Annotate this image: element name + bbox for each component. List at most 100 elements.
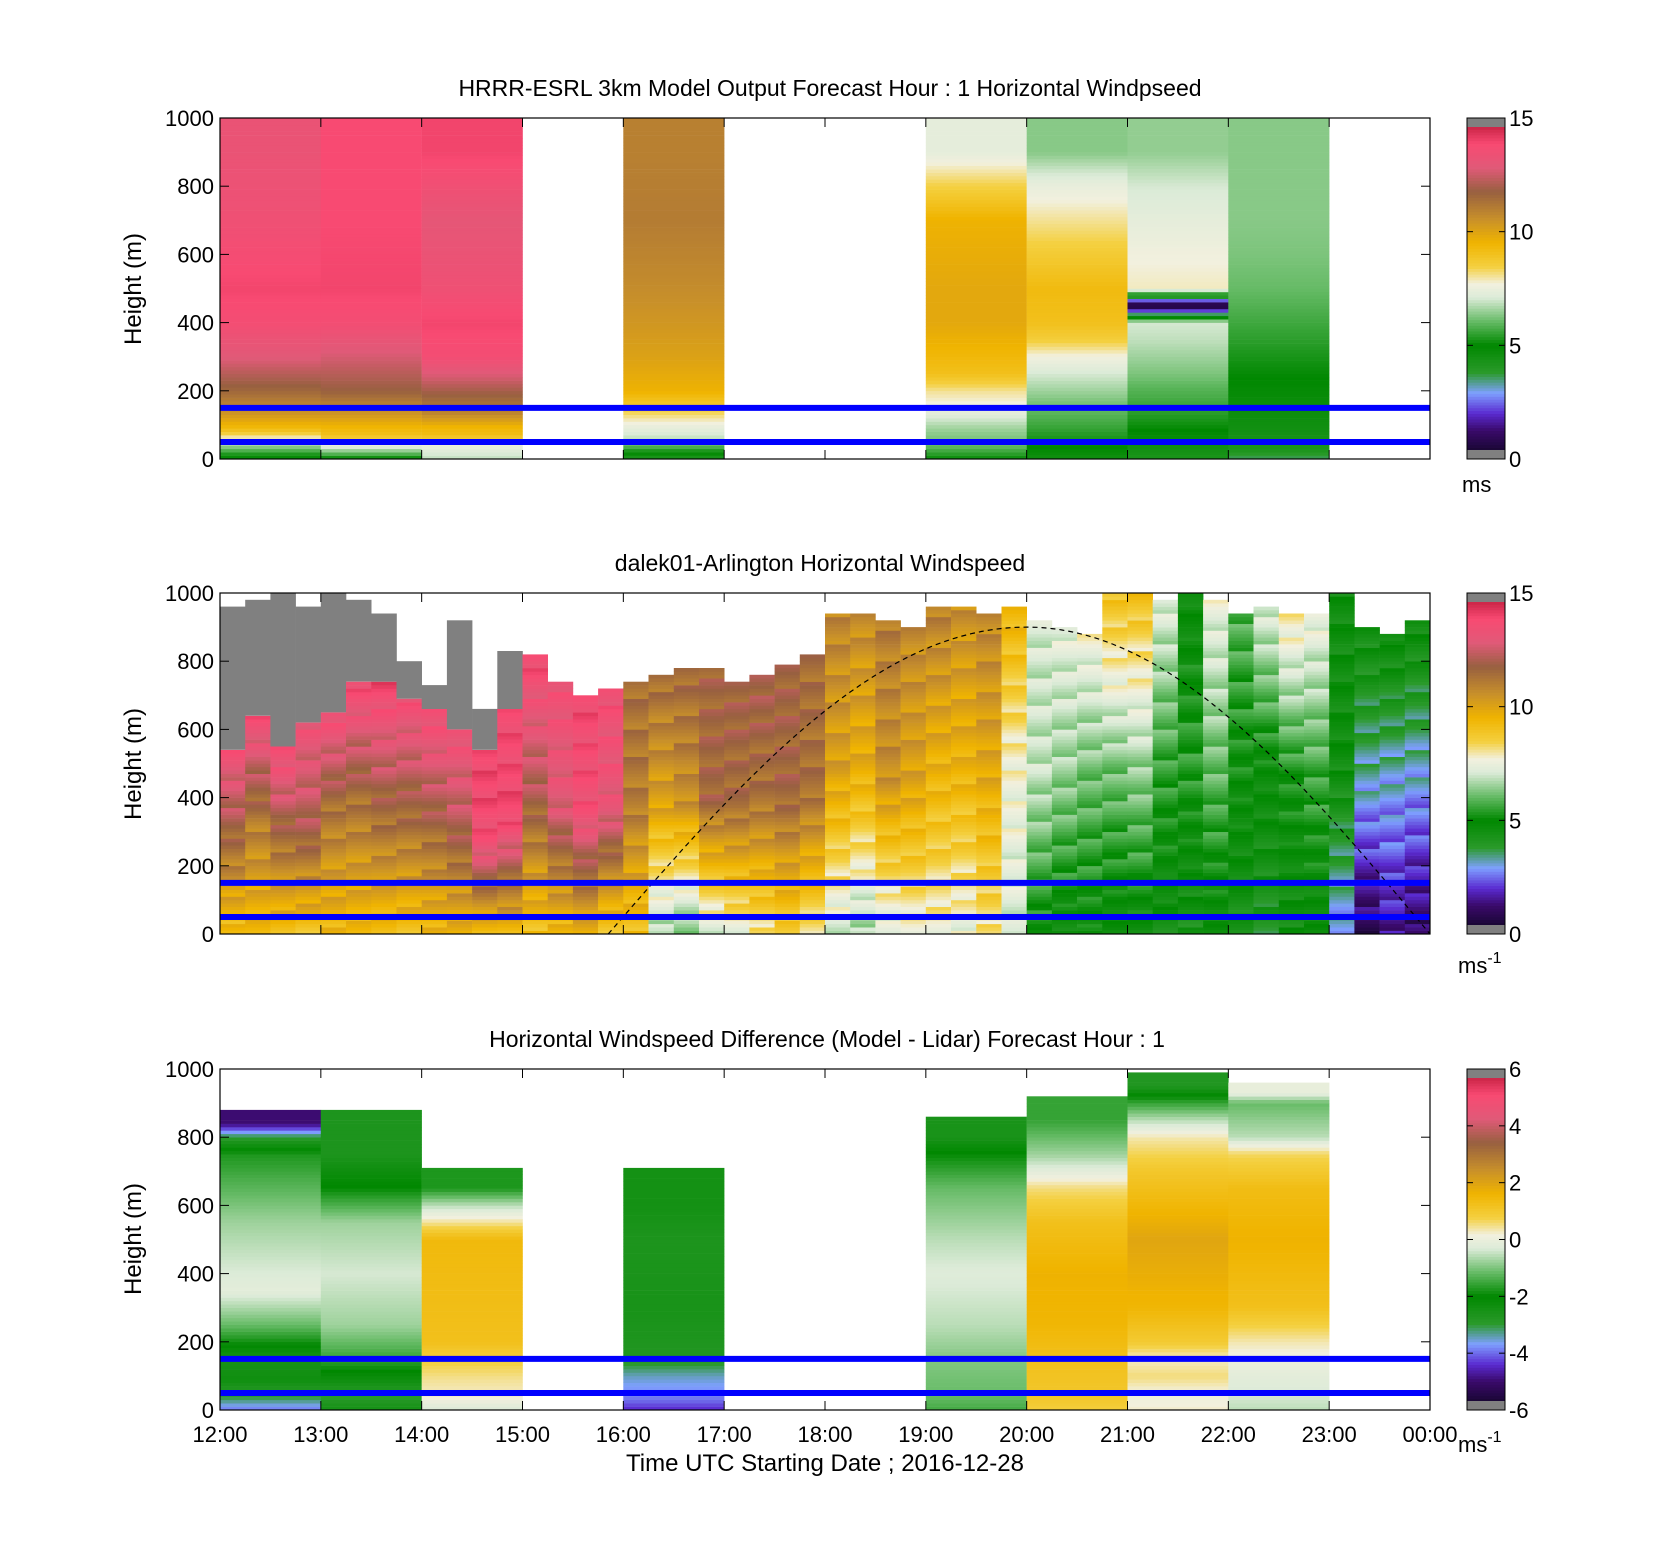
lidar-cell: [1152, 674, 1179, 679]
lidar-cell: [648, 787, 674, 792]
lidar-cell: [1177, 644, 1204, 648]
lidar-cell: [925, 889, 952, 894]
lidar-cell: [825, 923, 851, 928]
lidar-cell: [1051, 633, 1078, 638]
model-cell: [623, 193, 725, 197]
lidar-cell: [673, 930, 700, 935]
lidar-cell: [1203, 691, 1229, 696]
lidar-cell: [598, 824, 624, 829]
lidar-cell: [598, 722, 624, 727]
lidar-cell: [1152, 606, 1179, 611]
lidar-cell: [925, 640, 952, 645]
lidar-cell: [749, 746, 775, 751]
lidar-y-tick-label: 800: [177, 649, 214, 674]
lidar-cell: [925, 688, 952, 693]
lidar-cell: [724, 722, 750, 727]
lidar-cell: [749, 777, 775, 781]
lidar-cell: [623, 859, 649, 863]
lidar-cell: [1177, 773, 1204, 778]
lidar-cell: [1253, 640, 1279, 645]
lidar-cell: [371, 726, 397, 730]
lidar-cell: [1404, 838, 1431, 843]
lidar-cell: [371, 852, 397, 856]
lidar-cell: [1001, 899, 1027, 904]
model-cell: [925, 135, 1027, 139]
lidar-cell: [497, 855, 523, 860]
lidar-cell: [1329, 678, 1355, 682]
lidar-cell: [1051, 698, 1078, 703]
model-cell: [623, 186, 725, 190]
lidar-cell: [1152, 841, 1179, 846]
lidar-cell: [572, 763, 599, 768]
lidar-cell: [699, 726, 725, 730]
lidar-cell: [421, 726, 448, 730]
model-cell: [925, 278, 1027, 282]
model-cell: [220, 216, 322, 221]
lidar-cell: [598, 899, 624, 904]
model-cell: [320, 455, 422, 460]
model-cell: [1026, 152, 1128, 156]
lidar-cell: [925, 651, 952, 655]
model-cell: [220, 257, 322, 262]
lidar-cell: [1329, 773, 1355, 778]
model-cell: [1127, 121, 1229, 126]
lidar-cell: [850, 893, 876, 897]
lidar-cell: [900, 804, 927, 809]
lidar-cell: [749, 705, 775, 710]
model-cell: [1026, 158, 1128, 163]
lidar-cell: [1404, 640, 1431, 645]
lidar-cell: [371, 797, 397, 802]
model-cell: [1228, 223, 1330, 228]
lidar-cell: [1228, 640, 1254, 645]
lidar-cell: [749, 855, 775, 860]
model-cell: [421, 445, 523, 450]
lidar-cell: [1177, 760, 1204, 764]
lidar-cell: [951, 923, 977, 928]
lidar-cell: [1228, 616, 1254, 621]
model-cell: [1228, 210, 1330, 214]
lidar-cell: [270, 848, 296, 853]
lidar-cell: [648, 876, 674, 880]
lidar-cell: [749, 824, 775, 829]
model-cell: [421, 380, 523, 385]
lidar-cell: [699, 671, 725, 676]
lidar-cell: [1177, 841, 1204, 846]
lidar-cell: [1203, 824, 1229, 829]
lidar-cell: [547, 708, 574, 713]
model-y-tick-label: 0: [202, 447, 214, 472]
lidar-cell: [572, 848, 599, 853]
lidar-cell: [497, 790, 523, 795]
lidar-cell: [1329, 756, 1355, 761]
lidar-cell: [799, 859, 826, 863]
model-cell: [925, 288, 1027, 293]
lidar-cell: [1127, 657, 1153, 662]
model-cell: [320, 377, 422, 381]
lidar-cell: [1228, 910, 1254, 914]
lidar-cell: [1253, 862, 1279, 867]
lidar-cell: [925, 644, 952, 648]
lidar-cell: [295, 787, 322, 792]
lidar-cell: [1077, 644, 1103, 648]
lidar-cell: [522, 736, 548, 740]
lidar-cell: [1077, 664, 1103, 669]
lidar-cell: [295, 784, 322, 788]
lidar-cell: [1203, 906, 1229, 911]
model-cell: [1026, 418, 1128, 422]
lidar-cell: [446, 848, 473, 853]
lidar-cell: [1127, 811, 1153, 815]
lidar-cell: [925, 906, 952, 911]
lidar-cell: [446, 794, 473, 798]
lidar-cell: [220, 811, 246, 815]
lidar-cell: [421, 797, 448, 802]
lidar-cell: [295, 910, 322, 914]
lidar-cell: [598, 797, 624, 802]
lidar-cell: [623, 889, 649, 894]
lidar-cell: [724, 848, 750, 853]
lidar-cell: [1001, 749, 1027, 754]
lidar-cell: [1329, 794, 1355, 798]
lidar-cell: [522, 899, 548, 904]
model-cell: [421, 332, 523, 337]
model-cell: [1026, 373, 1128, 378]
lidar-cell: [648, 681, 674, 686]
lidar-cell: [396, 770, 422, 774]
